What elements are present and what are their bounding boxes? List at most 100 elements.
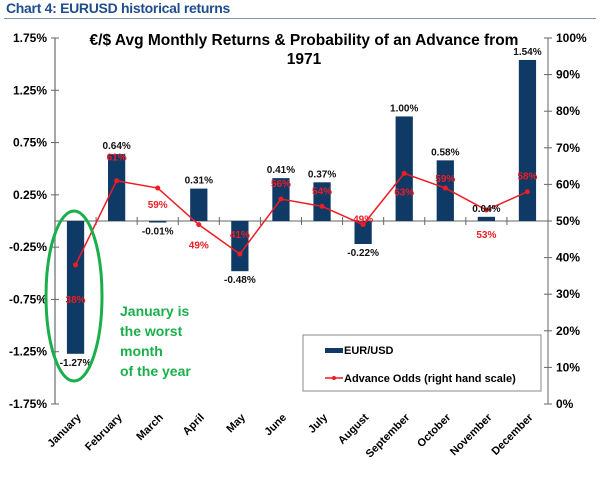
category-labels: January February March April May June July Augu… (45, 411, 536, 460)
annotation-line-3: month (120, 343, 163, 359)
line-label-june: 56% (271, 179, 291, 190)
category-label-june: June (262, 412, 289, 439)
line-label-december: 58% (517, 172, 537, 183)
zero-axis (55, 217, 548, 225)
legend: EUR/USD Advance Odds (right hand scale) (302, 334, 542, 392)
line-label-april: 49% (189, 241, 209, 252)
bar-label-september: 1.00% (390, 103, 418, 114)
left-axis: 1.75% 1.25% 0.75% 0.25% -0.25% -0.75% -1.25% -1… (9, 31, 59, 411)
legend-swatch-bar (325, 348, 343, 353)
bar-label-january: -1.27% (60, 358, 92, 369)
left-axis-tick-label: -0.25% (9, 240, 47, 254)
category-label-november: November (448, 411, 495, 458)
bar-december (518, 59, 537, 222)
bar-label-october: 0.58% (431, 147, 459, 158)
bar-november (477, 216, 496, 221)
advance-odds-point-november (483, 207, 489, 213)
left-axis-tick-label: -1.25% (9, 345, 47, 359)
chart-header: Chart 4: EURUSD historical returns (4, 0, 596, 19)
bar-may (231, 221, 249, 272)
right-axis-tick-label: 90% (556, 68, 580, 82)
bar-august (354, 221, 372, 245)
chart-title: €/$ Avg Monthly Returns & Probability of… (90, 32, 519, 68)
line-label-october: 59% (435, 174, 455, 185)
bar-april (190, 188, 208, 221)
right-axis-tick-label: 40% (556, 251, 580, 265)
bar-label-february: 0.64% (102, 141, 130, 152)
advance-odds-point-may (237, 251, 243, 257)
line-label-may: 41% (230, 230, 250, 241)
advance-odds-point-september (401, 170, 407, 176)
left-axis-tick-label: 0.25% (13, 188, 47, 202)
bar-series (66, 59, 537, 354)
chart-header-title: Chart 4: EURUSD historical returns (6, 0, 230, 16)
legend-label-advance-odds: Advance Odds (right hand scale) (344, 373, 516, 385)
legend-swatch-marker (332, 376, 336, 380)
bar-label-may: -0.48% (224, 275, 256, 286)
bar-label-march: -0.01% (142, 227, 174, 238)
bar-label-june: 0.41% (267, 165, 295, 176)
bar-label-april: 0.31% (185, 176, 213, 187)
right-axis-tick-label: 50% (556, 214, 580, 228)
right-axis-tick-label: 70% (556, 141, 580, 155)
left-axis-tick-label: -1.75% (9, 397, 47, 411)
category-label-february: February (83, 411, 125, 453)
bar-february (107, 154, 126, 221)
bar-january (66, 221, 85, 354)
advance-odds-point-june (278, 196, 284, 202)
left-axis-tick-label: 0.75% (13, 136, 47, 150)
annotation: January is the worst month of the year (44, 209, 191, 383)
legend-label-eurusd: EUR/USD (344, 345, 394, 357)
right-axis-tick-label: 20% (556, 324, 580, 338)
right-axis: 100% 90% 80% 70% 60% 50% 40% 30% 20% 10% 0% (544, 31, 587, 411)
bar-march (149, 221, 167, 223)
chart-title-line-1: €/$ Avg Monthly Returns & Probability of… (90, 32, 519, 49)
category-label-july: July (306, 411, 331, 436)
bar-october (436, 160, 454, 221)
advance-odds-point-march (155, 185, 161, 191)
bar-label-july: 0.37% (308, 169, 336, 180)
bar-label-december: 1.54% (513, 47, 541, 58)
right-axis-tick-label: 60% (556, 177, 580, 191)
line-label-february: 61% (107, 153, 127, 164)
annotation-line-4: of the year (120, 363, 191, 379)
left-axis-tick-label: 1.75% (13, 31, 47, 45)
advance-odds-point-december (524, 189, 530, 195)
bar-label-november: 0.04% (472, 204, 500, 215)
annotation-line-1: January is (120, 303, 189, 319)
category-label-december: December (489, 411, 536, 458)
line-label-september: 63% (394, 187, 414, 198)
advance-odds-point-april (196, 222, 202, 228)
right-axis-tick-label: 80% (556, 104, 580, 118)
bar-labels: -1.27% 0.64% -0.01% 0.31% -0.48% 0.41% 0.37% -0… (60, 47, 542, 369)
line-label-march: 59% (148, 200, 168, 211)
bar-july (313, 182, 331, 221)
right-axis-tick-label: 100% (556, 31, 587, 45)
line-label-november: 53% (476, 230, 496, 241)
line-labels: 38% 61% 59% 49% 41% 56% 54% 49% 63% 59% 53% 58% (66, 153, 538, 306)
category-label-may: May (224, 411, 248, 435)
chart-title-line-2: 1971 (287, 51, 322, 68)
legend-box (302, 334, 542, 392)
left-axis-tick-label: 1.25% (13, 83, 47, 97)
category-label-april: April (181, 412, 207, 438)
category-label-october: October (415, 411, 454, 450)
right-axis-tick-label: 10% (556, 360, 580, 374)
annotation-ellipse (44, 209, 104, 383)
line-label-july: 54% (312, 186, 332, 197)
advance-odds-point-january (73, 262, 79, 268)
left-axis-tick-label: -0.75% (9, 292, 47, 306)
right-axis-tick-label: 30% (556, 287, 580, 301)
line-label-august: 49% (353, 215, 373, 226)
line-label-january: 38% (66, 295, 86, 306)
bar-september (395, 116, 413, 221)
advance-odds-point-july (319, 203, 325, 209)
category-label-march: March (134, 411, 166, 443)
category-label-august: August (336, 411, 372, 447)
advance-odds-line (74, 172, 528, 266)
right-axis-tick-label: 0% (556, 397, 574, 411)
category-label-january: January (45, 411, 84, 450)
bar-label-august: -0.22% (347, 248, 379, 259)
advance-odds-point-august (360, 222, 366, 228)
